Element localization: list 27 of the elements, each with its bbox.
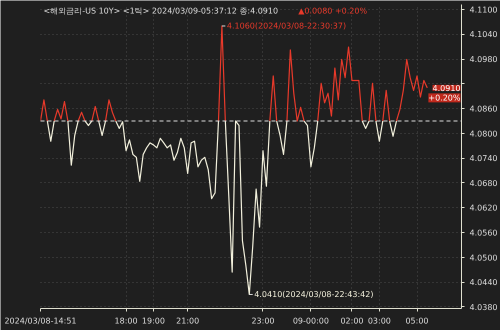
y-tick-label: 4.0740 [470,154,498,164]
y-tick-label: 4.0980 [470,55,498,64]
x-tick-label: 03:00 [368,316,391,326]
x-tick-label: 19:00 [142,316,165,326]
y-tick-label: 4.0680 [470,178,498,188]
y-tick-label: 4.0800 [470,129,498,138]
y-tick-label: 4.0500 [470,253,498,262]
x-tick-label: 23:00 [251,316,275,326]
y-tick-label: 4.0560 [470,228,498,238]
y-tick-label: 4.0620 [470,204,498,213]
chart-title: <해외금리-US 10Y> <1틱> 2024/03/09-05:37:12 종:4.0910 [44,6,278,16]
x-tick-label: 2024/03/08-14:51 [4,316,77,326]
y-tick-label: 4.0380 [470,302,498,312]
y-tick-label: 4.0440 [470,278,498,288]
annotation: +0.20% [428,93,461,102]
x-tick-label: 02:00 [340,316,364,326]
y-tick-label: 4.0860 [470,104,498,114]
chart-subtitle: ▲0.0080 +0.20% [298,6,368,16]
y-tick-label: 4.1040 [470,30,498,40]
y-tick-label: 4.1100 [470,5,498,14]
text: 4.0910 [432,84,461,93]
x-tick-label: 21:00 [176,316,200,326]
annotation: 4.0410(2024/03/08-22:43:42) [254,290,374,299]
x-tick-label: 09-00:00 [292,316,329,326]
x-tick-label: 05:00 [405,316,429,326]
annotation: 4.1060(2024/03/08-22:30:37) [226,21,346,30]
x-tick-label: 18:00 [114,316,138,326]
